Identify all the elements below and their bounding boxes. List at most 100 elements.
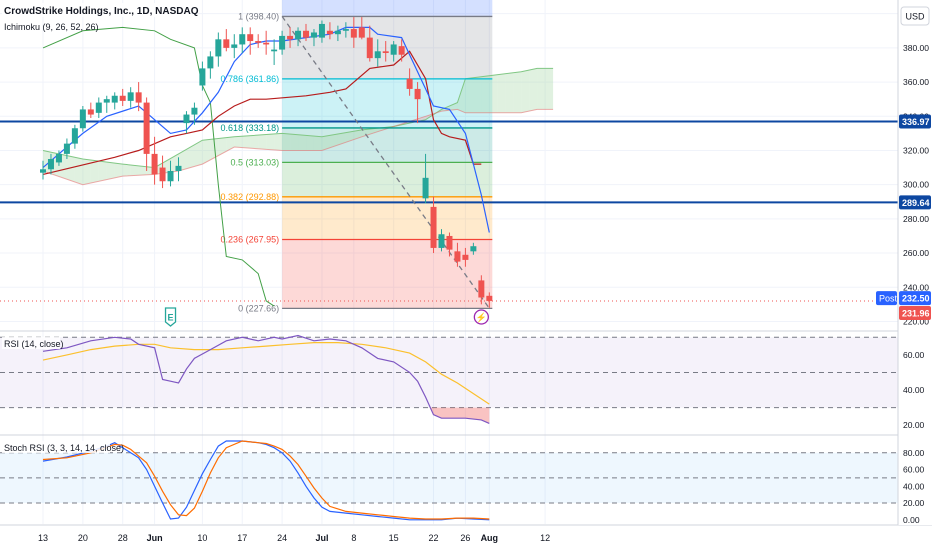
candle[interactable] xyxy=(358,17,365,40)
time-axis[interactable]: 13 20 28 Jun 10 17 24 Jul 8 15 22 26 Aug 12 xyxy=(38,533,550,543)
fib-band xyxy=(282,0,493,17)
candle[interactable] xyxy=(95,97,102,118)
candle[interactable] xyxy=(342,22,349,38)
ichimoku-cloud-segment xyxy=(497,73,506,113)
lightning-icon xyxy=(473,309,490,325)
price-axis[interactable]: 220.00240.00260.00280.00300.00320.00340.… xyxy=(876,0,932,525)
candle[interactable] xyxy=(478,275,485,305)
fib-band xyxy=(282,239,493,309)
candle[interactable] xyxy=(486,292,493,308)
candle[interactable] xyxy=(47,153,54,175)
candle[interactable] xyxy=(159,155,166,189)
candle[interactable] xyxy=(263,30,270,55)
candle[interactable] xyxy=(454,242,461,267)
candle[interactable] xyxy=(295,27,302,47)
candle[interactable] xyxy=(151,136,158,185)
candle-body xyxy=(223,39,230,48)
last-price-badge-text: 231.96 xyxy=(902,309,930,319)
candle[interactable] xyxy=(422,153,429,204)
currency-button[interactable]: USD xyxy=(900,6,930,26)
price-axis-tick-label: 40.00 xyxy=(903,481,925,491)
candle[interactable] xyxy=(430,196,437,254)
price-axis-bg xyxy=(898,0,932,525)
ichimoku-cloud-segment xyxy=(321,135,330,151)
candle[interactable] xyxy=(127,87,134,108)
candle[interactable] xyxy=(326,22,333,40)
candle[interactable] xyxy=(143,97,150,171)
candle-body xyxy=(63,143,70,154)
candle[interactable] xyxy=(318,20,325,43)
fib-level-label: 0.618 (333.18) xyxy=(221,123,280,133)
candle[interactable] xyxy=(199,61,206,91)
candle[interactable] xyxy=(175,157,182,182)
candle[interactable] xyxy=(271,39,278,65)
candle-body xyxy=(119,95,126,101)
candle[interactable] xyxy=(406,68,413,96)
candle[interactable] xyxy=(414,82,421,124)
candle[interactable] xyxy=(183,111,190,134)
candle[interactable] xyxy=(390,41,397,62)
candle[interactable] xyxy=(63,138,70,160)
candle[interactable] xyxy=(40,160,46,180)
candle[interactable] xyxy=(55,150,62,166)
candle[interactable] xyxy=(79,106,86,132)
earnings-marker[interactable]: E xyxy=(164,307,177,327)
symbol-title[interactable]: CrowdStrike Holdings, Inc., 1D, NASDAQ xyxy=(4,6,199,17)
candle[interactable] xyxy=(71,124,78,149)
candle[interactable] xyxy=(279,30,286,55)
candle[interactable] xyxy=(446,232,453,257)
candle[interactable] xyxy=(470,242,477,255)
candle[interactable] xyxy=(366,25,373,62)
candle[interactable] xyxy=(462,247,469,267)
ichimoku-cloud-segment xyxy=(210,138,219,160)
candle[interactable] xyxy=(310,29,317,47)
candle[interactable] xyxy=(207,51,214,79)
candle[interactable] xyxy=(191,102,198,125)
candle[interactable] xyxy=(239,27,246,54)
candle[interactable] xyxy=(287,27,294,48)
fib-band xyxy=(282,162,493,197)
ichimoku-legend[interactable]: Ichimoku (9, 26, 52, 26) xyxy=(4,22,99,32)
currency-label[interactable]: USD xyxy=(905,12,925,22)
candle-body xyxy=(159,167,166,182)
candle[interactable] xyxy=(374,39,381,67)
time-axis-label: 20 xyxy=(78,533,88,543)
candle-body xyxy=(183,114,190,124)
price-axis-tick-label: 320.00 xyxy=(903,145,929,155)
ichimoku-cloud-segment xyxy=(266,133,275,150)
candle[interactable] xyxy=(103,95,110,113)
fib-level-label: 0.236 (267.95) xyxy=(221,234,280,244)
candle[interactable] xyxy=(215,32,222,67)
grid-lines xyxy=(0,0,898,524)
candle[interactable] xyxy=(87,102,94,118)
stoch-title-bg xyxy=(2,441,110,453)
candle[interactable] xyxy=(167,160,174,187)
kijun-sen-line xyxy=(42,50,482,175)
candle[interactable] xyxy=(438,229,445,252)
rsi-legend[interactable]: RSI (14, close) xyxy=(4,339,64,349)
candle-body xyxy=(247,34,254,42)
candle[interactable] xyxy=(255,34,262,48)
candle-body xyxy=(414,88,421,100)
ichimoku-cloud-segment xyxy=(521,70,530,113)
candle[interactable] xyxy=(223,29,230,52)
candle[interactable] xyxy=(398,39,405,62)
candle[interactable] xyxy=(382,41,389,62)
stoch-rsi-legend[interactable]: Stoch RSI (3, 3, 14, 14, close) xyxy=(4,443,124,453)
candle[interactable] xyxy=(135,82,142,112)
split-dividend-marker[interactable]: ⚡ xyxy=(473,309,490,325)
candle[interactable] xyxy=(231,34,238,59)
candle[interactable] xyxy=(334,25,341,42)
candle[interactable] xyxy=(119,88,126,107)
candle[interactable] xyxy=(350,17,357,48)
candle-body xyxy=(55,153,62,163)
candle[interactable] xyxy=(111,92,118,110)
event-marker-glyph: ⚡ xyxy=(476,312,487,324)
stoch-d-line xyxy=(42,440,490,520)
earnings-icon xyxy=(164,307,177,327)
candle[interactable] xyxy=(303,23,310,42)
price-axis-tick-label: 360.00 xyxy=(903,77,929,87)
candle[interactable] xyxy=(247,27,254,55)
